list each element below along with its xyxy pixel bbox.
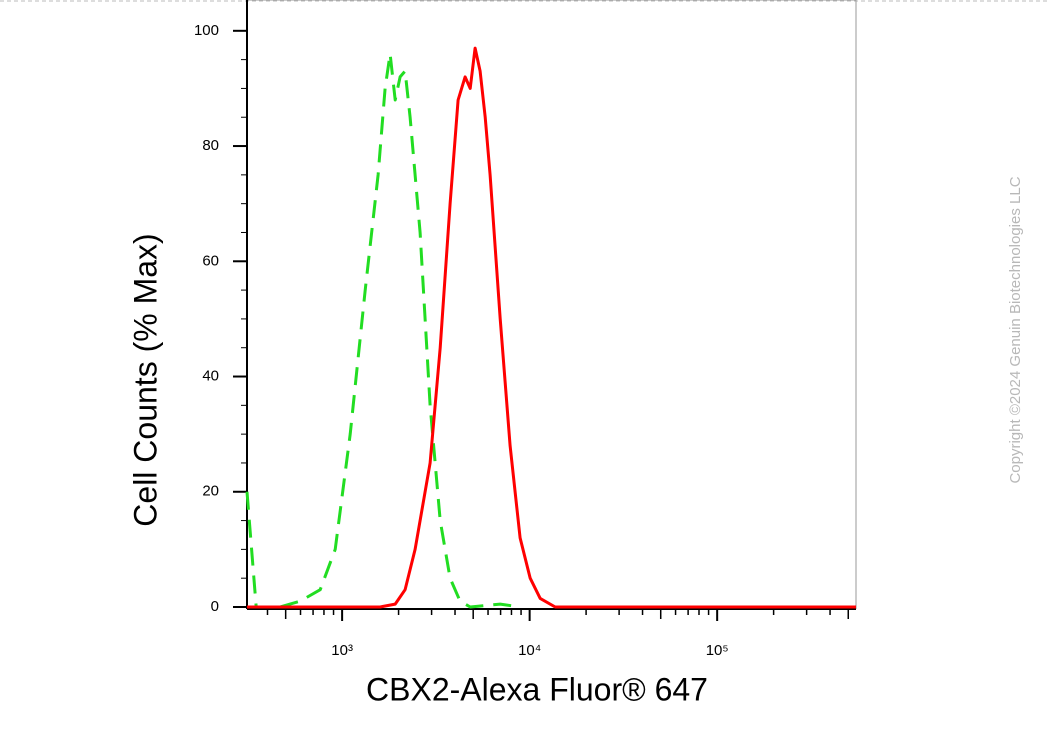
x-axis-title: CBX2-Alexa Fluor® 647	[366, 671, 708, 707]
series-line	[245, 52, 521, 609]
y-tick-label: 80	[202, 137, 219, 154]
y-axis-title: Cell Counts (% Max)	[127, 233, 163, 526]
y-tick-label: 60	[202, 252, 219, 269]
x-tick-label: 10³	[331, 642, 353, 659]
y-tick-label: 40	[202, 367, 219, 384]
watermark: Copyright ©2024 Genuin Biotechnologies L…	[1007, 176, 1024, 483]
series-line	[247, 46, 856, 609]
y-tick-label: 100	[194, 22, 219, 39]
x-tick-label: 10⁴	[518, 642, 541, 659]
x-tick-label: 10⁵	[706, 642, 729, 659]
y-tick-label: 20	[202, 483, 219, 500]
y-tick-label: 0	[211, 598, 219, 615]
